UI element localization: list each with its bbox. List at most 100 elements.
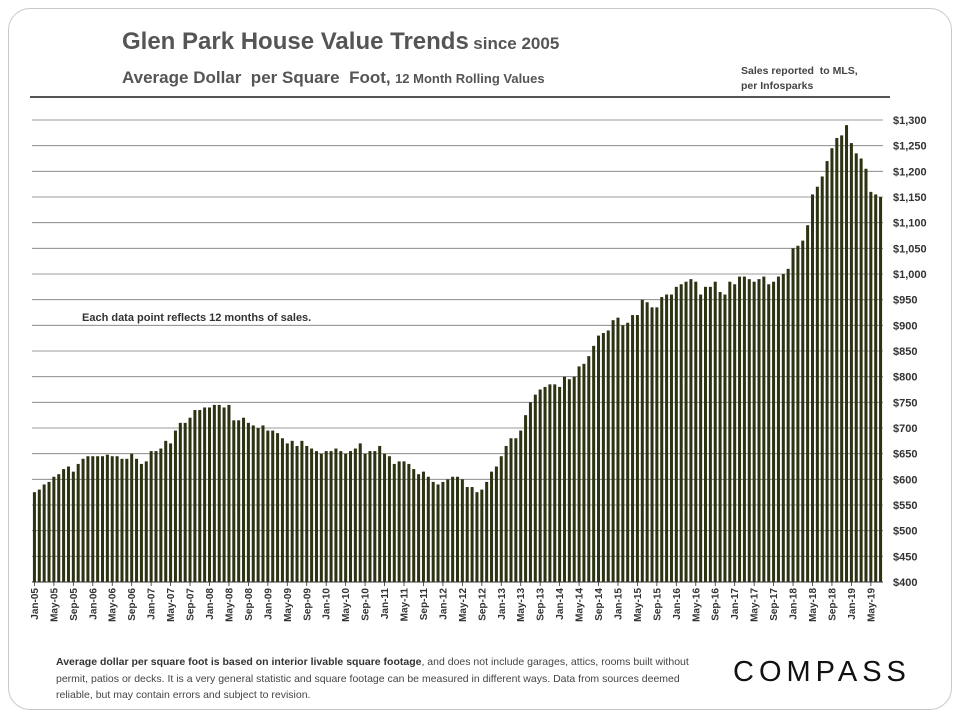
bar	[772, 281, 776, 582]
bar	[412, 469, 416, 582]
x-tick-label: Jan-13	[497, 588, 508, 620]
bar	[635, 315, 639, 582]
title-suffix: since 2005	[473, 34, 560, 53]
bar	[626, 322, 630, 582]
x-tick-label: Jan-18	[789, 588, 800, 620]
bar	[71, 471, 75, 582]
y-tick-label: $600	[893, 474, 917, 486]
bar	[752, 281, 756, 582]
bar	[368, 451, 372, 582]
x-tick-label: Jan-06	[88, 588, 99, 620]
chart-subtitle: Average Dollar per Square Foot, 12 Month…	[122, 68, 545, 88]
x-tick-label: May-13	[516, 588, 527, 622]
bar	[242, 417, 246, 582]
slide-frame	[8, 8, 952, 710]
bar	[66, 466, 70, 582]
x-tick-label: May-17	[750, 588, 761, 622]
x-tick-label: Jan-09	[263, 588, 274, 620]
bar	[91, 456, 95, 582]
x-tick-label: May-12	[458, 588, 469, 622]
bar	[801, 240, 805, 582]
bar	[587, 356, 591, 582]
bar	[601, 333, 605, 582]
x-tick-label: Sep-18	[827, 588, 838, 621]
bar	[441, 481, 445, 582]
x-tick-label: Sep-16	[711, 588, 722, 621]
bar	[684, 281, 688, 582]
bar	[480, 489, 484, 582]
bar	[305, 445, 309, 582]
bar	[130, 453, 134, 582]
bar	[640, 299, 644, 582]
bar	[781, 274, 785, 582]
x-tick-label: May-11	[400, 588, 411, 622]
x-tick-label: Jan-05	[30, 588, 41, 620]
y-tick-label: $1,100	[893, 218, 927, 230]
x-tick-label: Jan-10	[322, 588, 333, 620]
bar	[742, 276, 746, 582]
bar	[592, 345, 596, 582]
footnote-bold: Average dollar per square foot is based …	[56, 656, 422, 668]
bar	[207, 407, 212, 582]
bar	[490, 471, 494, 582]
bar	[631, 315, 635, 582]
bar	[621, 325, 625, 582]
bar	[227, 404, 231, 582]
bar	[524, 415, 528, 582]
bar	[32, 492, 36, 582]
bar	[266, 430, 270, 582]
bar	[514, 438, 518, 582]
y-tick-label: $850	[893, 346, 917, 358]
bar	[198, 410, 202, 582]
y-tick-label: $700	[893, 423, 917, 435]
source-line-2: per Infosparks	[741, 80, 814, 92]
x-tick-label: Sep-12	[477, 588, 488, 621]
bar	[285, 443, 289, 582]
bar	[499, 456, 503, 582]
bar	[378, 445, 382, 582]
bar	[849, 143, 853, 582]
bar	[193, 410, 197, 582]
bar	[261, 425, 265, 582]
y-tick-label: $650	[893, 449, 917, 461]
bar	[57, 474, 61, 582]
bar	[650, 307, 654, 582]
bar	[271, 430, 275, 582]
bar	[572, 376, 576, 582]
x-tick-label: Jan-08	[205, 588, 216, 620]
bar	[538, 389, 542, 582]
bar	[669, 294, 673, 582]
bar	[232, 420, 236, 582]
bar	[222, 407, 226, 582]
bar	[845, 125, 849, 582]
bar	[295, 445, 299, 582]
bar	[455, 476, 460, 582]
bar	[519, 430, 523, 582]
bar	[815, 186, 819, 582]
bar	[164, 440, 168, 582]
x-tick-label: Jan-19	[847, 588, 858, 620]
bar	[494, 466, 498, 582]
x-tick-label: Sep-07	[186, 588, 197, 621]
y-tick-label: $400	[893, 577, 917, 589]
bar	[276, 433, 280, 582]
bar	[820, 176, 824, 582]
bar	[407, 463, 411, 582]
subtitle-suffix: 12 Month Rolling Values	[395, 71, 545, 86]
bar	[344, 453, 348, 582]
title-main: Glen Park House Value Trends	[122, 28, 469, 55]
bar	[757, 279, 761, 582]
bar	[776, 276, 780, 582]
bar	[159, 448, 163, 582]
bar	[110, 456, 114, 582]
bar	[149, 451, 153, 582]
bar	[353, 448, 357, 582]
bar	[280, 438, 284, 582]
bar	[660, 297, 664, 582]
footnote: Average dollar per square foot is based …	[56, 654, 706, 704]
x-tick-label: May-16	[691, 588, 702, 622]
bar	[674, 286, 678, 582]
bar	[879, 197, 883, 582]
bar	[417, 474, 421, 582]
y-tick-label: $1,200	[893, 166, 927, 178]
